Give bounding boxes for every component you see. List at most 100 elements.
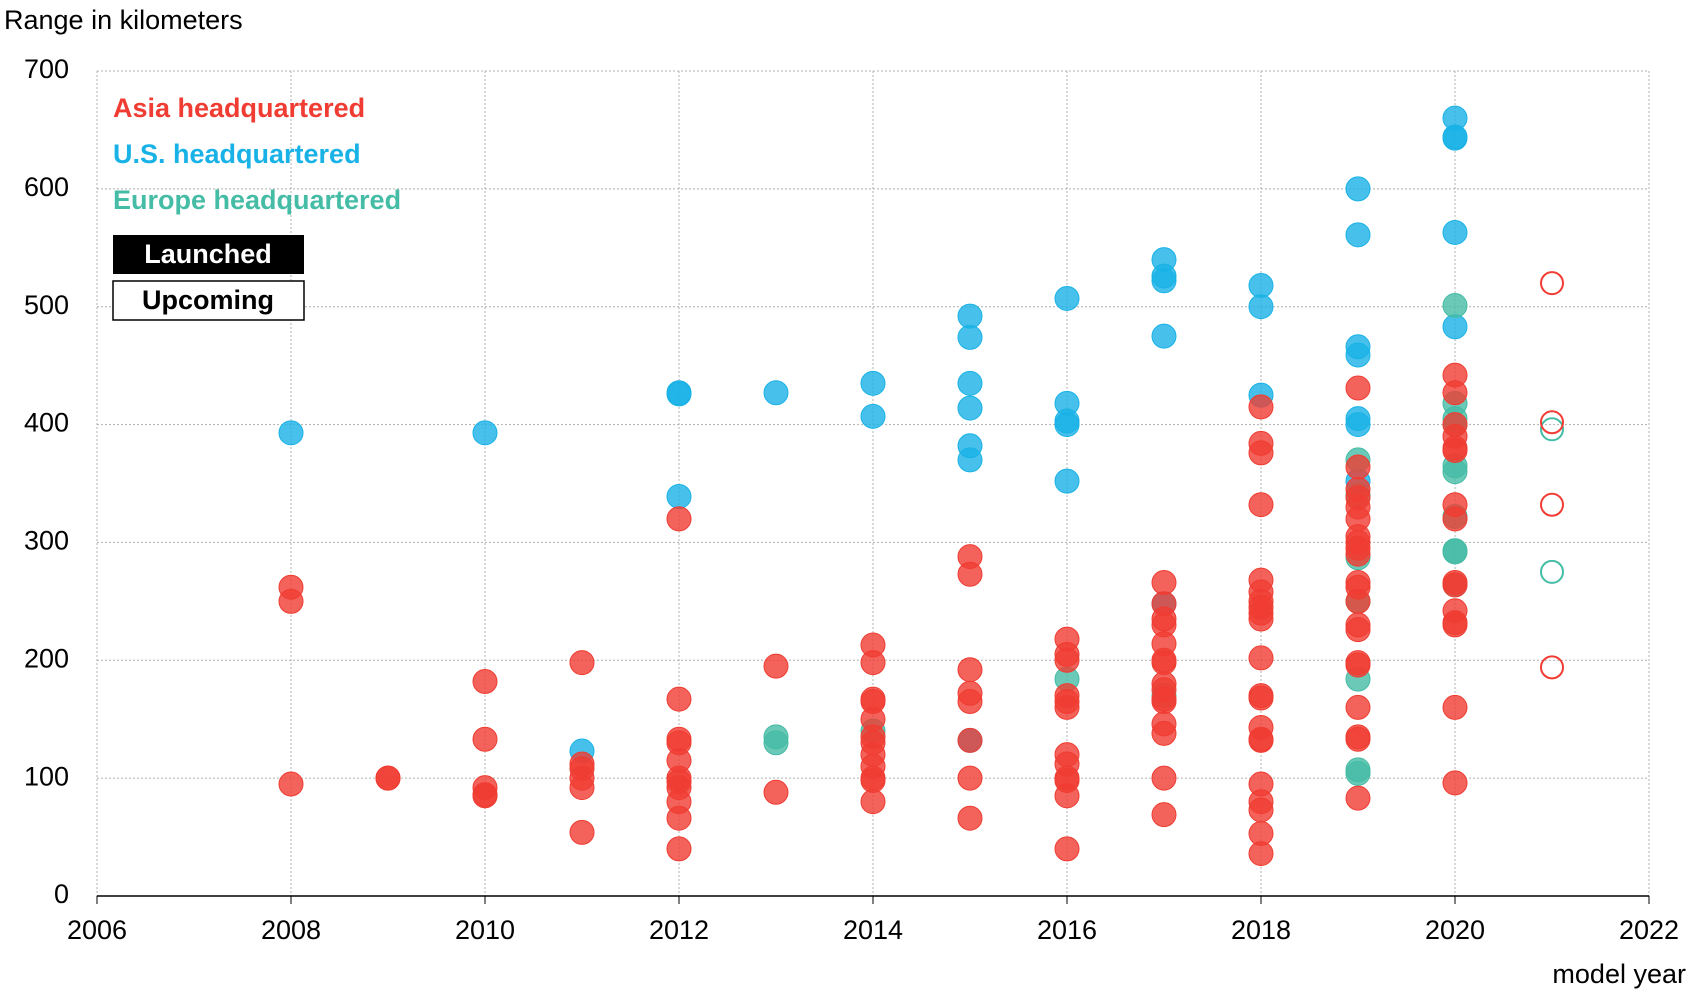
point [1345, 785, 1371, 811]
y-tick-label: 100 [24, 761, 69, 791]
point [957, 727, 983, 753]
upcoming-point [1540, 655, 1564, 680]
upcoming-point [1540, 417, 1564, 442]
point [957, 370, 983, 396]
x-tick-label: 2016 [1037, 915, 1097, 945]
legend-launched-box [113, 235, 304, 274]
point [1248, 294, 1274, 320]
point [1151, 323, 1177, 349]
point [1054, 836, 1080, 862]
point [1442, 612, 1468, 638]
point [1151, 802, 1177, 828]
x-axis-title: model year [1552, 959, 1686, 989]
point [1345, 760, 1371, 786]
point [1345, 726, 1371, 752]
point [1151, 268, 1177, 294]
point [472, 783, 498, 809]
point [1151, 720, 1177, 746]
point [375, 765, 401, 791]
point [1345, 541, 1371, 567]
point [666, 805, 692, 831]
legend-upcoming-box [112, 280, 305, 321]
legend-launched: Launched [144, 239, 272, 269]
y-tick-label: 300 [24, 526, 69, 556]
point [1248, 645, 1274, 671]
x-tick-label: 2022 [1619, 915, 1679, 945]
point [1151, 689, 1177, 715]
legend-entry: Europe headquartered [113, 185, 401, 215]
point [666, 483, 692, 509]
x-tick-label: 2006 [67, 915, 127, 945]
point [1054, 647, 1080, 673]
point [1248, 273, 1274, 298]
point [472, 726, 498, 752]
point [1345, 342, 1371, 368]
upcoming-point [1540, 410, 1564, 435]
y-tick-label: 700 [24, 54, 69, 84]
point [860, 370, 886, 396]
point [1248, 492, 1274, 518]
point [1151, 650, 1177, 676]
point [1151, 570, 1177, 595]
y-tick-label: 600 [24, 172, 69, 202]
point [1442, 694, 1468, 720]
point [1442, 124, 1468, 150]
point [569, 775, 595, 801]
point [860, 768, 886, 793]
legend-entry: U.S. headquartered [113, 139, 361, 169]
point [763, 730, 789, 756]
point [957, 805, 983, 831]
point [1345, 694, 1371, 720]
point [957, 324, 983, 350]
point [957, 561, 983, 587]
y-tick-label: 0 [54, 879, 69, 909]
point [957, 689, 983, 715]
point [278, 771, 304, 797]
point [1054, 468, 1080, 494]
marks [278, 105, 1564, 867]
x-tick-label: 2012 [649, 915, 709, 945]
point [1345, 412, 1371, 438]
x-tick-label: 2020 [1425, 915, 1485, 945]
point [1345, 617, 1371, 643]
point [1345, 454, 1371, 480]
point [957, 765, 983, 791]
point [957, 657, 983, 683]
point [860, 403, 886, 429]
y-tick-label: 200 [24, 643, 69, 673]
x-tick-label: 2008 [261, 915, 321, 945]
point [472, 669, 498, 694]
point [1442, 459, 1468, 485]
point [1248, 685, 1274, 711]
legend-upcoming: Upcoming [142, 285, 274, 315]
point [763, 380, 789, 406]
point [860, 650, 886, 676]
upcoming-point [1540, 271, 1564, 296]
point [1345, 588, 1371, 614]
point [957, 303, 983, 329]
point [1345, 375, 1371, 401]
x-tick-label: 2014 [843, 915, 903, 945]
point [1345, 222, 1371, 248]
upcoming-point [1540, 559, 1564, 584]
point [1054, 412, 1080, 438]
point [472, 420, 498, 446]
point [1248, 440, 1274, 466]
point [1442, 293, 1468, 319]
point [1345, 652, 1371, 678]
point [569, 650, 595, 676]
point [1248, 727, 1274, 753]
point [278, 588, 304, 614]
point [763, 779, 789, 805]
point [666, 506, 692, 532]
point [666, 686, 692, 712]
y-axis-title: Range in kilometers [4, 5, 243, 35]
point [763, 653, 789, 679]
point [1151, 765, 1177, 791]
point [569, 819, 595, 845]
legend: Launched Upcoming Asia headquartered U.S.… [112, 93, 401, 321]
point [1248, 606, 1274, 632]
point [1248, 394, 1274, 420]
point [1442, 380, 1468, 406]
